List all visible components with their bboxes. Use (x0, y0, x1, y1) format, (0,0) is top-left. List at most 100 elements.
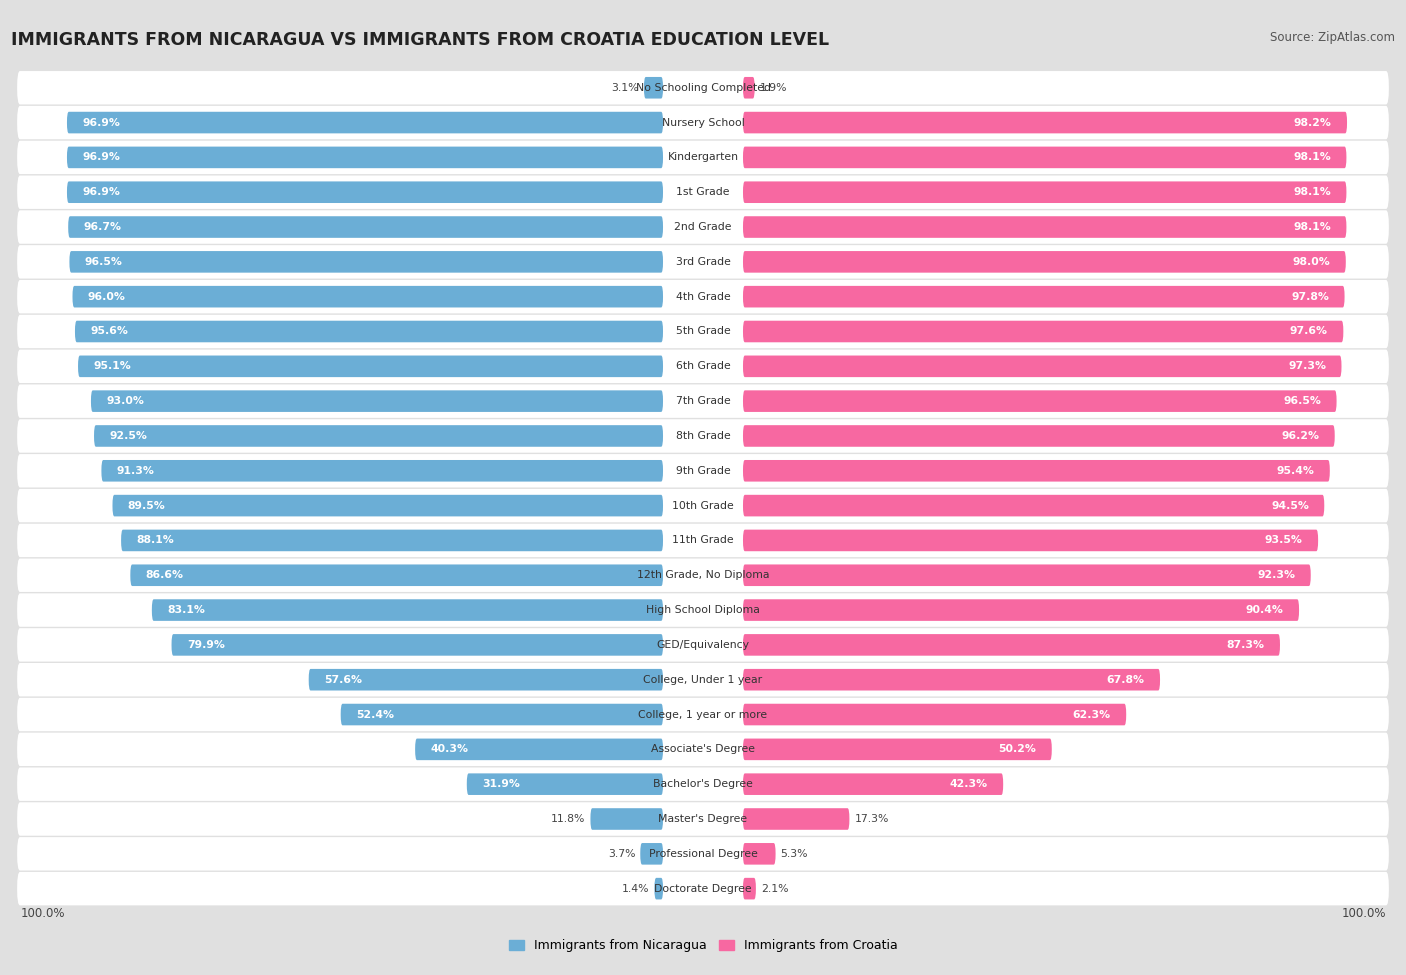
Text: 92.3%: 92.3% (1257, 570, 1295, 580)
Text: High School Diploma: High School Diploma (647, 605, 759, 615)
Text: 96.9%: 96.9% (83, 152, 121, 163)
FancyBboxPatch shape (742, 460, 1330, 482)
FancyBboxPatch shape (17, 280, 1389, 313)
FancyBboxPatch shape (742, 321, 1343, 342)
Text: 50.2%: 50.2% (998, 744, 1036, 755)
Text: 95.1%: 95.1% (93, 362, 131, 371)
Text: 8th Grade: 8th Grade (676, 431, 730, 441)
FancyBboxPatch shape (742, 739, 1052, 760)
FancyBboxPatch shape (742, 704, 1126, 725)
FancyBboxPatch shape (640, 843, 664, 865)
FancyBboxPatch shape (17, 211, 1389, 244)
FancyBboxPatch shape (17, 488, 1389, 523)
Text: 3.1%: 3.1% (612, 83, 640, 93)
FancyBboxPatch shape (742, 600, 1299, 621)
Text: 96.9%: 96.9% (83, 118, 121, 128)
FancyBboxPatch shape (79, 356, 664, 377)
FancyBboxPatch shape (742, 77, 755, 98)
Text: 98.1%: 98.1% (1294, 187, 1331, 197)
FancyBboxPatch shape (467, 773, 664, 795)
Text: 9th Grade: 9th Grade (676, 466, 730, 476)
Text: Associate's Degree: Associate's Degree (651, 744, 755, 755)
FancyBboxPatch shape (17, 524, 1389, 557)
Text: 79.9%: 79.9% (187, 640, 225, 650)
FancyBboxPatch shape (17, 663, 1389, 696)
FancyBboxPatch shape (121, 529, 664, 551)
FancyBboxPatch shape (17, 140, 1389, 175)
FancyBboxPatch shape (17, 838, 1389, 871)
Text: 96.5%: 96.5% (84, 256, 122, 267)
FancyBboxPatch shape (742, 146, 1347, 168)
Text: 87.3%: 87.3% (1226, 640, 1264, 650)
Text: 89.5%: 89.5% (128, 500, 166, 511)
Text: Bachelor's Degree: Bachelor's Degree (652, 779, 754, 789)
Text: 7th Grade: 7th Grade (676, 396, 730, 407)
Text: 31.9%: 31.9% (482, 779, 520, 789)
Text: 67.8%: 67.8% (1107, 675, 1144, 684)
FancyBboxPatch shape (309, 669, 664, 690)
Text: Doctorate Degree: Doctorate Degree (654, 883, 752, 894)
Text: 90.4%: 90.4% (1246, 605, 1284, 615)
Text: 40.3%: 40.3% (430, 744, 468, 755)
FancyBboxPatch shape (644, 77, 664, 98)
FancyBboxPatch shape (17, 454, 1389, 488)
Text: 92.5%: 92.5% (110, 431, 148, 441)
Text: 100.0%: 100.0% (20, 907, 65, 920)
Text: IMMIGRANTS FROM NICARAGUA VS IMMIGRANTS FROM CROATIA EDUCATION LEVEL: IMMIGRANTS FROM NICARAGUA VS IMMIGRANTS … (11, 31, 830, 49)
Text: Master's Degree: Master's Degree (658, 814, 748, 824)
FancyBboxPatch shape (340, 704, 664, 725)
FancyBboxPatch shape (75, 321, 664, 342)
FancyBboxPatch shape (742, 286, 1344, 307)
Text: 11.8%: 11.8% (551, 814, 585, 824)
Text: 5.3%: 5.3% (780, 849, 808, 859)
FancyBboxPatch shape (17, 594, 1389, 627)
FancyBboxPatch shape (742, 773, 1004, 795)
Text: 91.3%: 91.3% (117, 466, 155, 476)
Text: 98.1%: 98.1% (1294, 152, 1331, 163)
FancyBboxPatch shape (17, 384, 1389, 418)
FancyBboxPatch shape (742, 808, 849, 830)
FancyBboxPatch shape (172, 634, 664, 655)
FancyBboxPatch shape (415, 739, 664, 760)
FancyBboxPatch shape (17, 350, 1389, 383)
FancyBboxPatch shape (17, 802, 1389, 836)
FancyBboxPatch shape (67, 181, 664, 203)
Text: 52.4%: 52.4% (356, 710, 394, 720)
FancyBboxPatch shape (742, 251, 1346, 273)
FancyBboxPatch shape (654, 878, 664, 899)
Text: Kindergarten: Kindergarten (668, 152, 738, 163)
Text: 4th Grade: 4th Grade (676, 292, 730, 301)
FancyBboxPatch shape (742, 181, 1347, 203)
Text: 98.0%: 98.0% (1292, 256, 1330, 267)
Text: 1st Grade: 1st Grade (676, 187, 730, 197)
Text: 57.6%: 57.6% (325, 675, 363, 684)
Text: 95.4%: 95.4% (1277, 466, 1315, 476)
FancyBboxPatch shape (131, 565, 664, 586)
FancyBboxPatch shape (742, 495, 1324, 517)
FancyBboxPatch shape (742, 112, 1347, 134)
FancyBboxPatch shape (17, 419, 1389, 452)
Text: College, 1 year or more: College, 1 year or more (638, 710, 768, 720)
Text: 2.1%: 2.1% (761, 883, 789, 894)
FancyBboxPatch shape (17, 245, 1389, 279)
Text: 12th Grade, No Diploma: 12th Grade, No Diploma (637, 570, 769, 580)
FancyBboxPatch shape (17, 628, 1389, 662)
Text: 62.3%: 62.3% (1073, 710, 1111, 720)
Text: 83.1%: 83.1% (167, 605, 205, 615)
FancyBboxPatch shape (17, 559, 1389, 592)
FancyBboxPatch shape (67, 146, 664, 168)
Text: 5th Grade: 5th Grade (676, 327, 730, 336)
Text: 42.3%: 42.3% (949, 779, 988, 789)
FancyBboxPatch shape (69, 251, 664, 273)
Text: 96.0%: 96.0% (87, 292, 125, 301)
Text: 98.2%: 98.2% (1294, 118, 1331, 128)
Text: 2nd Grade: 2nd Grade (675, 222, 731, 232)
Text: 3.7%: 3.7% (607, 849, 636, 859)
Text: 96.2%: 96.2% (1281, 431, 1319, 441)
Text: 97.6%: 97.6% (1289, 327, 1329, 336)
FancyBboxPatch shape (112, 495, 664, 517)
Text: No Schooling Completed: No Schooling Completed (636, 83, 770, 93)
FancyBboxPatch shape (17, 71, 1389, 104)
Text: GED/Equivalency: GED/Equivalency (657, 640, 749, 650)
FancyBboxPatch shape (742, 390, 1337, 411)
